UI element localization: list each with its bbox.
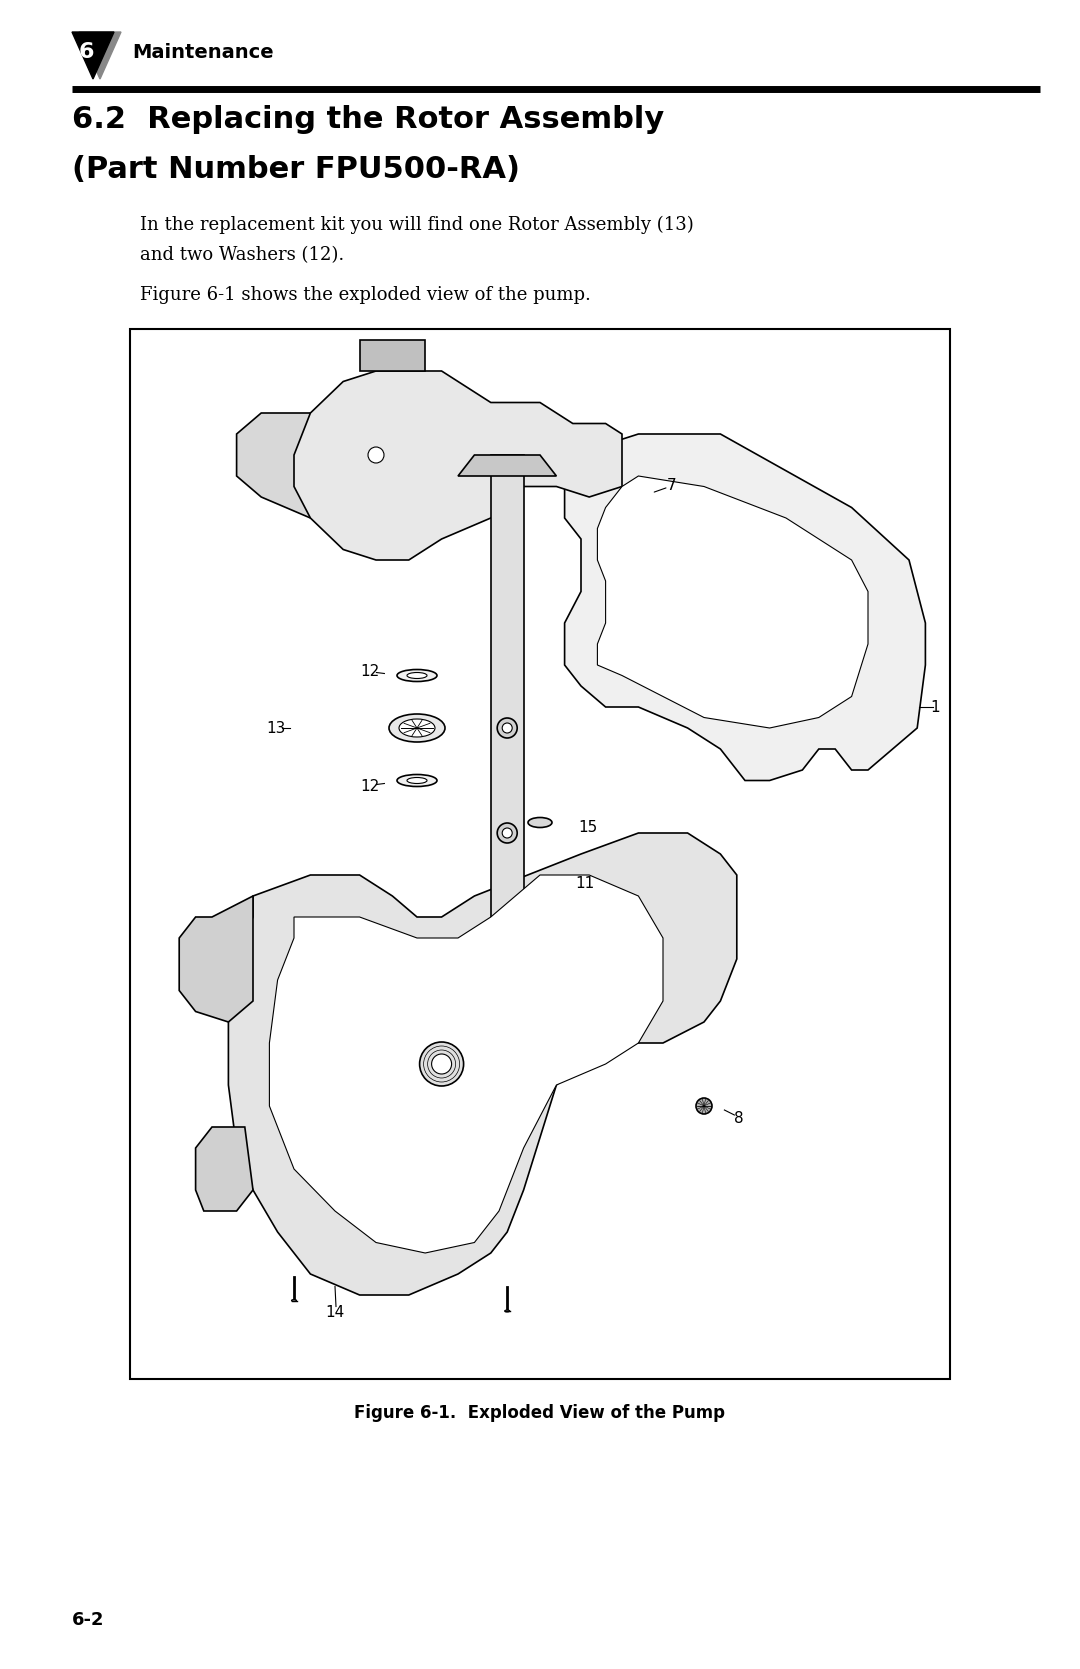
- Text: 6.2  Replacing the Rotor Assembly: 6.2 Replacing the Rotor Assembly: [72, 105, 664, 134]
- Circle shape: [696, 1098, 712, 1113]
- Ellipse shape: [292, 1300, 297, 1302]
- Circle shape: [497, 718, 517, 738]
- Text: Figure 6-1 shows the exploded view of the pump.: Figure 6-1 shows the exploded view of th…: [140, 285, 591, 304]
- Ellipse shape: [397, 774, 437, 786]
- Polygon shape: [228, 833, 737, 1295]
- Ellipse shape: [528, 818, 552, 828]
- Text: 13: 13: [267, 721, 286, 736]
- Text: (Part Number FPU500-RA): (Part Number FPU500-RA): [72, 155, 519, 184]
- Text: Maintenance: Maintenance: [132, 42, 273, 62]
- Text: 6-2: 6-2: [72, 1611, 105, 1629]
- Polygon shape: [597, 476, 868, 728]
- Polygon shape: [565, 434, 926, 781]
- Ellipse shape: [407, 778, 427, 783]
- Text: Figure 6-1.  Exploded View of the Pump: Figure 6-1. Exploded View of the Pump: [354, 1404, 726, 1422]
- Polygon shape: [269, 875, 663, 1253]
- Polygon shape: [179, 896, 253, 1021]
- Polygon shape: [79, 32, 121, 78]
- Ellipse shape: [399, 719, 435, 738]
- Circle shape: [432, 1055, 451, 1073]
- Text: 6: 6: [78, 42, 94, 62]
- Circle shape: [502, 723, 512, 733]
- Polygon shape: [195, 1127, 253, 1212]
- Text: 8: 8: [733, 1110, 743, 1125]
- Text: In the replacement kit you will find one Rotor Assembly (13): In the replacement kit you will find one…: [140, 215, 693, 234]
- Polygon shape: [360, 339, 426, 371]
- Polygon shape: [72, 32, 114, 78]
- Polygon shape: [458, 456, 556, 476]
- Circle shape: [368, 447, 384, 462]
- Ellipse shape: [397, 669, 437, 681]
- Polygon shape: [490, 456, 524, 938]
- Ellipse shape: [504, 1310, 510, 1312]
- Text: 15: 15: [578, 819, 597, 834]
- Circle shape: [497, 823, 517, 843]
- Polygon shape: [237, 412, 310, 517]
- Ellipse shape: [420, 1041, 463, 1087]
- Text: and two Washers (12).: and two Washers (12).: [140, 245, 345, 264]
- Ellipse shape: [389, 714, 445, 743]
- FancyBboxPatch shape: [130, 329, 950, 1379]
- Ellipse shape: [407, 673, 427, 679]
- Text: 14: 14: [325, 1305, 345, 1320]
- Polygon shape: [294, 371, 622, 561]
- Text: 12: 12: [361, 664, 380, 679]
- Text: 12: 12: [361, 779, 380, 794]
- Text: 1: 1: [930, 699, 940, 714]
- Text: 7: 7: [666, 477, 676, 492]
- Text: 11: 11: [576, 876, 594, 891]
- Circle shape: [502, 828, 512, 838]
